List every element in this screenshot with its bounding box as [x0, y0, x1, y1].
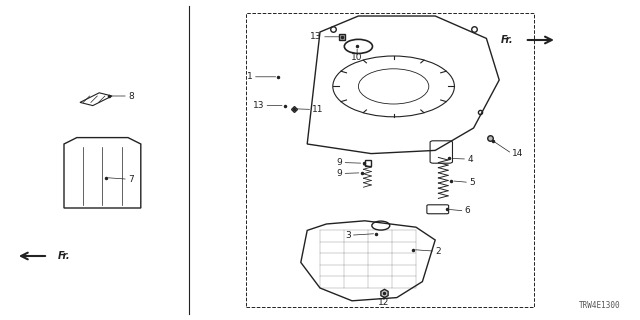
Text: 3: 3 — [345, 231, 351, 240]
Text: 8: 8 — [128, 92, 134, 100]
Text: 10: 10 — [351, 53, 363, 62]
Text: 6: 6 — [465, 206, 470, 215]
Text: 5: 5 — [469, 178, 475, 187]
Text: TRW4E1300: TRW4E1300 — [579, 301, 621, 310]
Text: Fr.: Fr. — [58, 251, 70, 261]
Text: 2: 2 — [435, 247, 441, 256]
Text: 11: 11 — [312, 105, 324, 114]
Text: 4: 4 — [467, 155, 473, 164]
Text: 13: 13 — [253, 101, 264, 110]
Text: 9: 9 — [337, 158, 342, 167]
Text: 1: 1 — [247, 72, 253, 81]
Text: 13: 13 — [310, 32, 322, 41]
Text: Fr.: Fr. — [501, 35, 514, 45]
Text: 9: 9 — [337, 169, 342, 178]
Text: 7: 7 — [128, 175, 134, 184]
Text: 14: 14 — [512, 149, 524, 158]
Text: 12: 12 — [378, 298, 390, 307]
